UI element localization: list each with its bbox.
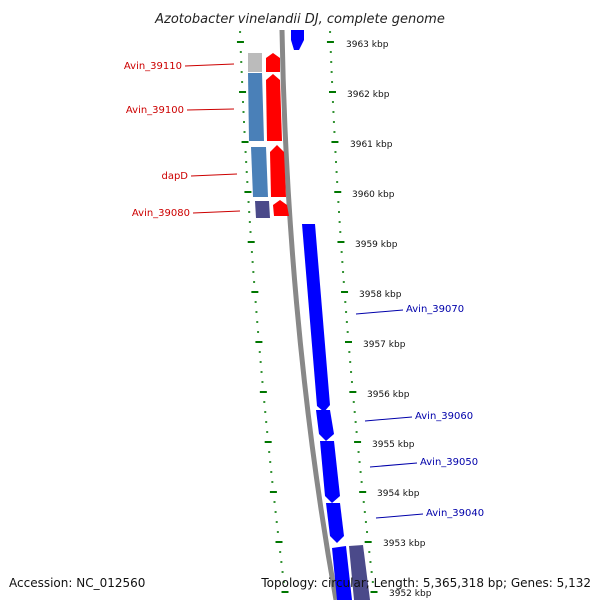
forward-strand-genes xyxy=(266,53,289,216)
scale-label: 3952 kbp xyxy=(389,589,432,599)
feature-dark xyxy=(255,201,270,218)
scale-label: 3956 kbp xyxy=(367,390,410,400)
gene-avin-39060 xyxy=(316,410,334,441)
scale-label: 3960 kbp xyxy=(352,190,395,200)
topology-label: Topology: circular; Length: 5,365,318 bp… xyxy=(260,576,591,590)
gene-arrow-top xyxy=(291,30,304,50)
gene-avin-39050 xyxy=(320,441,340,503)
gene-label: dapD xyxy=(161,171,188,182)
gene-avin-39080 xyxy=(273,200,289,216)
gene-label: Avin_39080 xyxy=(132,208,190,219)
gene-label: Avin_39050 xyxy=(420,457,478,468)
outer-tick-ring xyxy=(326,31,378,593)
gene-labels-left: Avin_39110 Avin_39100 dapD Avin_39080 xyxy=(124,61,241,219)
feature-cds-1 xyxy=(248,73,264,141)
scale-label: 3963 kbp xyxy=(346,40,389,50)
cds-features xyxy=(248,53,270,218)
gene-avin-39110 xyxy=(266,53,280,72)
gene-labels-right: Avin_39070 Avin_39060 Avin_39050 Avin_39… xyxy=(355,304,484,519)
gene-dapD xyxy=(270,145,286,197)
gene-avin-39040 xyxy=(326,503,344,543)
scale-label: 3959 kbp xyxy=(355,240,398,250)
feature-bottom-dark xyxy=(349,545,370,600)
scale-label: 3958 kbp xyxy=(359,290,402,300)
gene-avin-39100 xyxy=(266,74,282,141)
gene-label: Avin_39040 xyxy=(426,508,484,519)
genome-backbone xyxy=(279,29,339,600)
scale-label: 3962 kbp xyxy=(347,90,390,100)
gene-label: Avin_39060 xyxy=(415,411,473,422)
reverse-strand-genes xyxy=(302,224,370,600)
inner-tick-ring xyxy=(236,31,289,593)
scale-label: 3954 kbp xyxy=(377,489,420,499)
scale-label: 3953 kbp xyxy=(383,539,426,549)
feature-grey xyxy=(248,53,262,72)
gene-avin-39070 xyxy=(302,224,330,412)
map-title: Azotobacter vinelandii DJ, complete geno… xyxy=(154,12,445,27)
gene-label: Avin_39070 xyxy=(406,304,464,315)
accession-label: Accession: NC_012560 xyxy=(9,576,145,590)
gene-label: Avin_39110 xyxy=(124,61,182,72)
feature-cds-2 xyxy=(251,147,268,197)
gene-bottom xyxy=(332,546,352,600)
scale-label: 3961 kbp xyxy=(350,140,393,150)
scale-labels: 3963 kbp 3962 kbp 3961 kbp 3960 kbp 3959… xyxy=(346,40,432,599)
scale-label: 3957 kbp xyxy=(363,340,406,350)
gene-label: Avin_39100 xyxy=(126,105,184,116)
scale-label: 3955 kbp xyxy=(372,440,415,450)
